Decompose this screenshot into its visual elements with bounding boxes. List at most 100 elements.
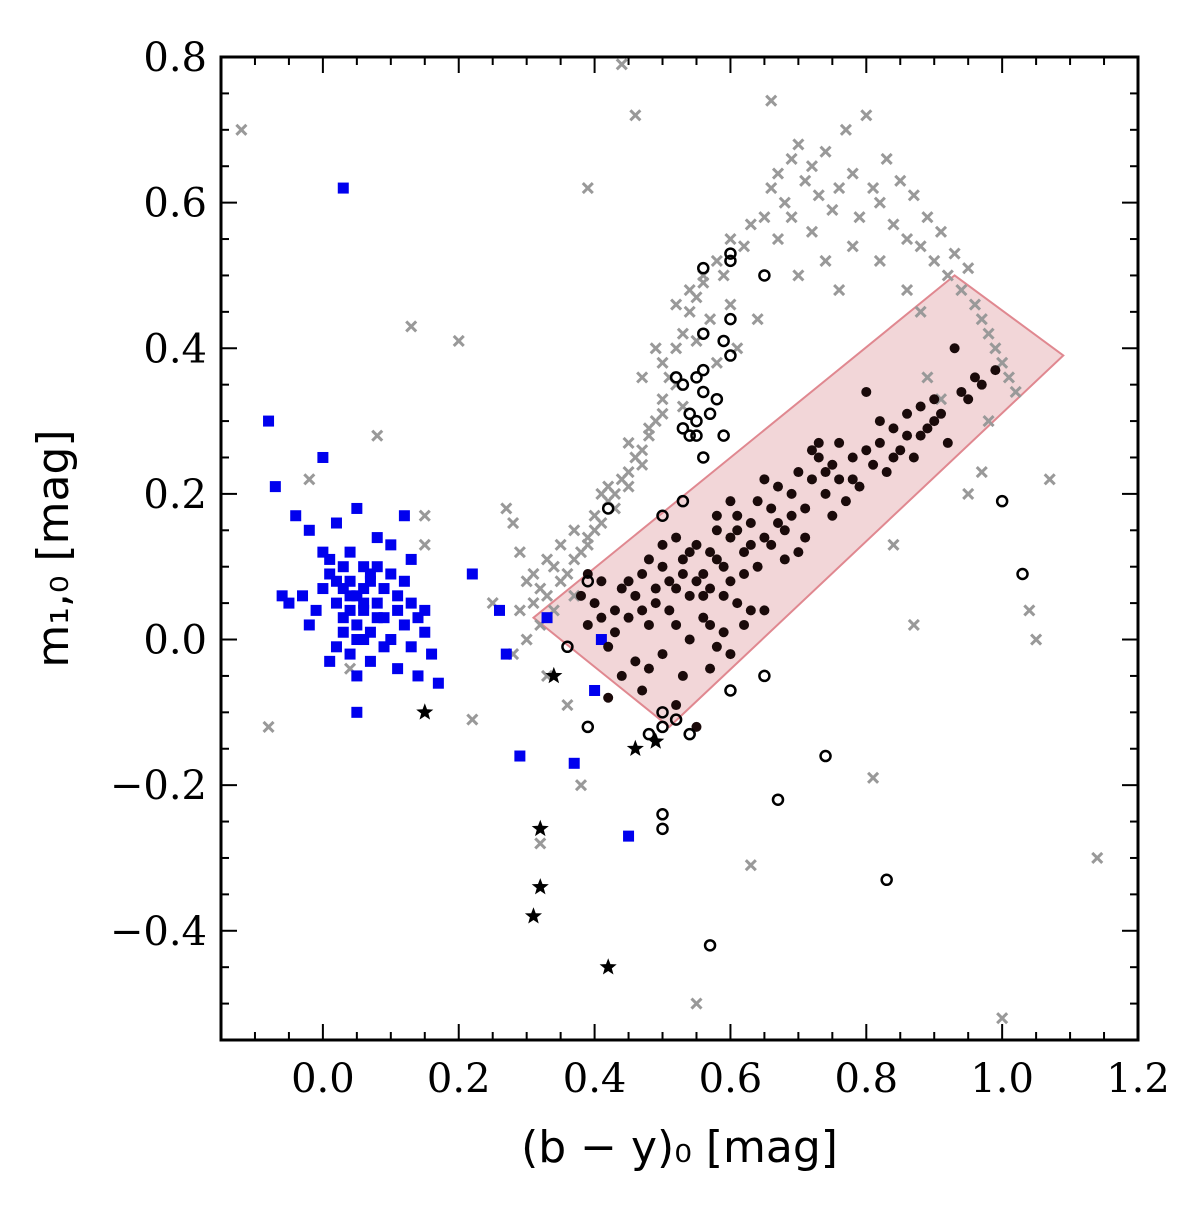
point-circle-filled (705, 547, 716, 558)
point-square (514, 750, 526, 762)
point-x (900, 232, 914, 246)
point-x (418, 538, 431, 551)
point-square (358, 561, 370, 573)
point-x (968, 298, 982, 311)
point-square (337, 561, 349, 573)
point-circle-filled (691, 539, 702, 550)
point-circle-open (642, 727, 656, 741)
y-tick-label: 0.4 (143, 326, 207, 372)
point-square (398, 575, 410, 587)
point-x (710, 254, 723, 267)
point-x (867, 771, 880, 784)
series-square (263, 182, 635, 842)
point-x (907, 189, 920, 202)
point-square (405, 553, 417, 565)
point-circle-filled (725, 576, 736, 587)
point-circle-filled (596, 612, 607, 623)
point-circle-filled (942, 437, 953, 448)
point-x (873, 196, 886, 209)
point-circle-filled (698, 612, 709, 623)
point-square (351, 619, 363, 631)
x-tick-label: 0.2 (427, 1056, 491, 1102)
point-x (887, 218, 900, 231)
point-x (676, 327, 689, 340)
point-square (317, 546, 329, 558)
point-circle-filled (915, 401, 926, 412)
point-circle-filled (637, 568, 648, 579)
point-square (330, 575, 342, 587)
x-tick-label: 0.0 (291, 1056, 355, 1102)
point-circle-filled (956, 386, 967, 397)
point-x (547, 560, 560, 573)
point-circle-filled (671, 583, 682, 594)
point-star (531, 819, 549, 837)
point-square (344, 590, 356, 602)
point-x (602, 480, 615, 493)
point-x (812, 189, 825, 202)
point-x (622, 465, 635, 479)
point-x (540, 589, 554, 602)
point-circle-filled (847, 452, 858, 463)
point-square (344, 648, 356, 660)
point-circle-filled (922, 423, 933, 434)
point-square (371, 561, 383, 573)
point-circle-open (690, 371, 703, 384)
point-x (982, 327, 995, 340)
point-circle-open (669, 371, 683, 384)
point-circle-open (561, 640, 574, 654)
point-circle-open (581, 575, 595, 588)
point-square (269, 481, 281, 493)
point-circle-open (690, 429, 703, 442)
x-axis-label: (b − y)₀ [mag] (521, 1122, 838, 1173)
point-x (826, 203, 839, 216)
point-circle-open (758, 269, 771, 282)
point-circle-filled (902, 408, 913, 419)
point-square (405, 641, 417, 653)
point-circle-filled (657, 539, 668, 550)
point-square (466, 568, 478, 580)
point-circle-open (717, 429, 730, 442)
point-square (364, 575, 376, 587)
x-tick-label: 0.6 (699, 1056, 763, 1102)
point-x (418, 509, 431, 522)
point-square (623, 830, 635, 842)
x-tick-label: 0.8 (834, 1056, 898, 1102)
point-circle-filled (745, 605, 756, 616)
point-circle-filled (691, 576, 702, 587)
point-star (524, 907, 542, 924)
point-square (426, 648, 438, 660)
point-x (962, 262, 975, 275)
point-circle-filled (643, 663, 654, 674)
point-circle-filled (874, 437, 885, 448)
point-x (900, 283, 914, 297)
point-x (649, 342, 662, 355)
point-x (235, 123, 248, 136)
x-tick-label: 0.4 (563, 1056, 627, 1102)
point-square (385, 634, 397, 646)
point-x (846, 167, 859, 180)
point-x (846, 240, 859, 253)
point-x (765, 182, 778, 195)
point-circle-open (676, 378, 690, 391)
point-square (541, 612, 553, 624)
point-x (744, 859, 757, 872)
point-circle-open (703, 407, 717, 421)
point-square (568, 757, 580, 769)
point-circle-filled (609, 627, 620, 638)
point-circle-filled (691, 721, 702, 732)
point-square (344, 546, 356, 558)
point-circle-filled (718, 627, 729, 638)
point-x (785, 152, 798, 166)
point-circle-open (697, 363, 710, 377)
point-x (561, 698, 574, 712)
point-x (636, 458, 649, 471)
point-circle-open (724, 247, 737, 260)
point-x (1043, 473, 1056, 486)
point-circle-filled (698, 590, 709, 601)
point-square (290, 510, 302, 522)
point-square (398, 510, 410, 522)
point-circle-open (581, 720, 595, 734)
point-x (948, 247, 961, 260)
point-square (412, 670, 424, 682)
point-circle-filled (800, 532, 811, 543)
